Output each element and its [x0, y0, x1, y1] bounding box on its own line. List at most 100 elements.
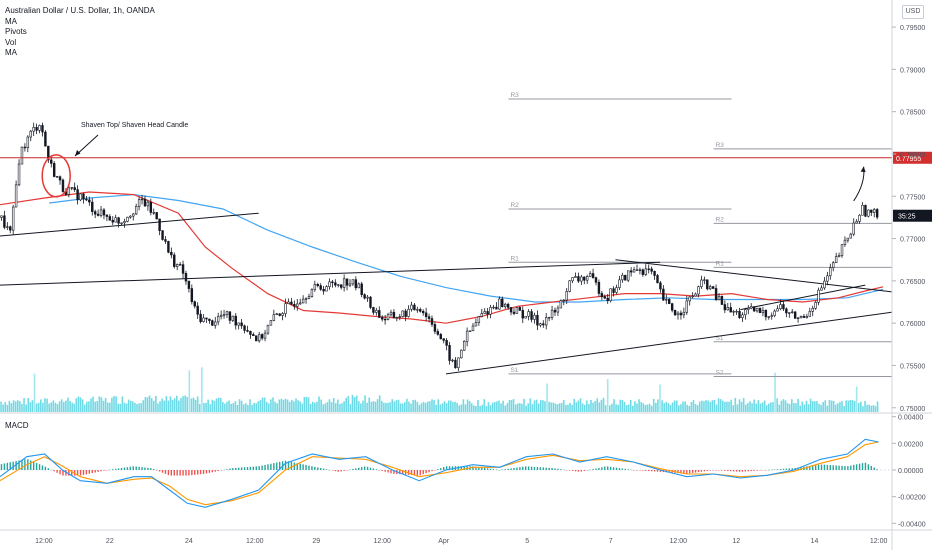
legend-indicator-ma-2[interactable]: MA	[5, 48, 17, 57]
time-tick-label: Apr	[438, 538, 450, 545]
volume-bar	[784, 400, 787, 412]
volume-bar	[307, 397, 310, 412]
annotation-arrowhead	[75, 150, 81, 156]
volume-bar	[466, 399, 469, 412]
candle	[26, 135, 30, 153]
candle-body	[386, 314, 390, 320]
volume-bar	[550, 402, 553, 412]
candle	[600, 290, 604, 301]
candle-body	[0, 215, 3, 218]
pivot-label-r2: R2	[716, 216, 725, 223]
volume-bar	[546, 383, 548, 412]
macd-tick-label: 0.00000	[898, 468, 923, 475]
candle-body	[627, 270, 630, 281]
macd-histogram-bar	[276, 462, 278, 470]
candle	[436, 328, 440, 336]
candle-body	[58, 176, 62, 181]
candle	[635, 264, 639, 271]
volume-bar	[86, 401, 88, 412]
macd-histogram-bar	[683, 470, 685, 474]
volume-bar	[788, 404, 791, 412]
volume-bar	[109, 402, 111, 412]
candle	[682, 307, 686, 319]
candle-body	[556, 307, 560, 313]
volume-bar	[506, 403, 509, 412]
price-tick-label: 0.78000	[900, 152, 925, 159]
macd-histogram-bar	[352, 468, 354, 470]
candle	[44, 130, 47, 147]
volume-bar	[408, 401, 410, 412]
volume-bar	[288, 401, 291, 412]
candle-body	[530, 311, 533, 320]
price-tick-label: 0.78500	[900, 110, 925, 117]
volume-bar	[634, 401, 636, 412]
volume-bar	[652, 398, 655, 412]
volume-bar	[560, 402, 563, 412]
candle-body	[366, 296, 369, 299]
volume-bar	[104, 398, 107, 412]
volume-bar	[845, 400, 847, 412]
candle	[779, 299, 782, 311]
volume-bar	[412, 400, 414, 412]
volume-bar	[602, 397, 605, 412]
macd-histogram-bar	[782, 468, 785, 470]
legend-indicator-ma-1[interactable]: MA	[5, 16, 17, 26]
volume-bars	[0, 367, 879, 412]
volume-bar	[125, 403, 128, 412]
volume-bar	[556, 404, 559, 412]
candle	[846, 237, 850, 243]
legend-title[interactable]: Australian Dollar / U.S. Dollar, 1h, OAN…	[5, 6, 155, 15]
macd-histogram-bar	[791, 468, 793, 470]
volume-bar	[485, 405, 488, 412]
volume-bar	[334, 403, 337, 412]
macd-histogram-bar	[753, 470, 755, 471]
macd-histogram-bar	[243, 467, 246, 470]
candle-body	[656, 275, 659, 284]
macd-pane-label[interactable]: MACD	[5, 421, 29, 430]
volume-bar	[450, 400, 452, 412]
volume-bar	[799, 405, 801, 412]
candle	[96, 209, 100, 217]
time-tick-label: 7	[609, 538, 613, 545]
macd-histogram-bar	[416, 470, 419, 476]
candle-body	[717, 296, 721, 301]
volume-bar	[477, 400, 479, 412]
candle-body	[269, 320, 273, 326]
candle-body	[495, 306, 498, 310]
macd-histogram-bar	[325, 469, 328, 470]
volume-bar	[738, 399, 741, 412]
candle-body	[231, 315, 235, 321]
legend-indicator-vol[interactable]: Vol	[5, 37, 17, 47]
volume-bar	[33, 373, 36, 412]
volume-bar	[29, 402, 32, 412]
volume-bar	[414, 399, 417, 412]
candle-body	[38, 125, 41, 131]
volume-bar	[763, 400, 766, 412]
volume-bar	[403, 402, 406, 412]
volume-bar	[686, 404, 689, 412]
candle-body	[468, 330, 472, 332]
time-tick-label: 12:00	[870, 538, 888, 545]
macd-histogram-bar	[741, 470, 744, 472]
volume-bar	[504, 405, 507, 412]
candle-body	[357, 283, 360, 289]
volume-bar	[730, 399, 732, 412]
volume-bar	[609, 405, 611, 412]
currency-button[interactable]: USD	[902, 5, 924, 19]
volume-bar	[257, 401, 260, 412]
volume-bar	[657, 399, 659, 412]
macd-histogram-bar	[768, 469, 770, 471]
macd-histogram-bar	[806, 466, 808, 470]
macd-histogram-bar	[504, 469, 506, 470]
candle-body	[32, 127, 35, 132]
candle-body	[761, 309, 765, 314]
volume-bar	[190, 398, 193, 412]
candle-body	[96, 213, 100, 216]
candle-body	[257, 334, 261, 342]
legend-indicator-pivots[interactable]: Pivots	[5, 27, 27, 36]
candle-body	[380, 317, 384, 320]
candle-body	[313, 284, 317, 290]
candle-body	[729, 307, 732, 313]
